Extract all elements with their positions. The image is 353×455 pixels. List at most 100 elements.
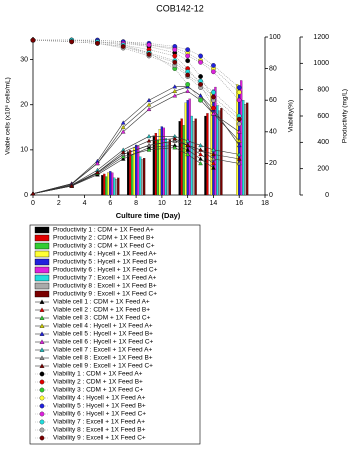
bar — [107, 172, 110, 196]
legend-swatch — [39, 315, 45, 320]
bar — [212, 89, 215, 196]
bar — [240, 80, 243, 196]
viable-cell-point — [146, 147, 152, 152]
viability-point — [198, 74, 203, 79]
x-tick-label: 6 — [108, 200, 112, 207]
y3-tick-label: 1200 — [313, 34, 329, 41]
x-tick-label: 10 — [158, 200, 166, 207]
viable-cell-point — [120, 156, 126, 161]
bar — [115, 179, 118, 196]
legend-swatch — [39, 331, 45, 336]
bar — [105, 176, 108, 196]
y2-tick-label: 20 — [269, 160, 277, 167]
viability-point — [236, 89, 242, 95]
legend-swatch — [39, 427, 45, 433]
viable-cell-point — [172, 138, 178, 143]
viable-cell-point — [236, 138, 242, 143]
legend-label: Viable cell 1 : CDM + 1X Feed A+ — [53, 299, 150, 306]
bar — [166, 142, 169, 196]
bar — [129, 150, 132, 196]
viability-point — [211, 69, 216, 75]
viability-point — [120, 44, 126, 49]
viable-cell-point — [198, 156, 203, 161]
legend-label: Productivity 5 : Hycell + 1X Feed B+ — [53, 259, 157, 266]
bar — [113, 177, 116, 196]
bar — [135, 144, 138, 196]
viability-point — [172, 59, 178, 65]
x-tick-label: 16 — [235, 200, 243, 207]
bar — [162, 127, 165, 196]
legend-label: Viability 2 : CDM + 1X Feed B+ — [53, 379, 143, 386]
legend-swatch — [39, 387, 45, 393]
legend-swatch — [39, 347, 45, 352]
viable-cell-point — [146, 102, 152, 107]
viable-cell-point — [236, 129, 242, 134]
viable-cell-point — [185, 152, 190, 157]
y-tick-label: 30 — [20, 56, 28, 63]
legend-label: Viable cell 6 : Hycell + 1X Feed C+ — [53, 339, 154, 346]
viable-cell-line — [32, 90, 240, 194]
viable-cell-point — [198, 147, 203, 152]
viable-cell-point — [211, 111, 216, 116]
legend-label: Viable cell 4 : Hycell + 1X Feed A+ — [53, 323, 153, 330]
viability-line — [32, 39, 240, 120]
legend-label: Viability 3 : CDM + 1X Feed C+ — [53, 387, 143, 394]
bar — [204, 115, 207, 196]
viable-cell-point — [211, 161, 216, 166]
viable-cell-point — [69, 183, 74, 188]
legend-swatch — [34, 282, 50, 290]
legend-swatch — [39, 339, 45, 344]
y2-tick-label: 80 — [269, 65, 277, 72]
y3-tick-label: 800 — [317, 87, 329, 94]
bar — [103, 173, 106, 196]
viability-point — [185, 72, 191, 78]
legend-swatch — [39, 379, 45, 385]
viable-cell-point — [146, 143, 152, 148]
bar — [180, 118, 183, 196]
legend-label: Viable cell 7 : Excell + 1X Feed A+ — [53, 347, 152, 354]
legend-swatch — [34, 226, 50, 234]
viable-cell-point — [120, 152, 126, 157]
x-tick-label: 12 — [184, 200, 192, 207]
bar — [109, 171, 112, 196]
viability-point — [185, 82, 191, 87]
bar — [131, 155, 134, 196]
legend-label: Productivity 8 : Excell + 1X Feed B+ — [53, 283, 157, 290]
legend-swatch — [34, 258, 50, 266]
viable-cell-point — [172, 84, 178, 89]
viability-point — [185, 58, 191, 64]
viable-cell-point — [211, 152, 216, 157]
viability-point — [146, 52, 152, 57]
viable-cell-point — [95, 170, 100, 175]
legend-label: Viability 1 : CDM + 1X Feed A+ — [53, 371, 143, 378]
bar — [154, 133, 157, 196]
legend-swatch — [39, 419, 45, 425]
viable-cell-point — [185, 88, 190, 93]
bar — [218, 110, 221, 196]
y-tick-label: 20 — [20, 102, 28, 109]
bar — [168, 139, 171, 196]
y-axis-label: Viable cells (x10⁶ cells/mL) — [5, 77, 12, 155]
y3-tick-label: 200 — [317, 166, 329, 173]
viable-cell-point — [120, 129, 126, 134]
viability-point — [211, 63, 216, 68]
viability-point — [211, 105, 216, 111]
legend-box — [29, 224, 201, 445]
bar — [101, 175, 104, 196]
y-tick-label: 10 — [20, 147, 28, 154]
legend-label: Viability 8 : Excell + 1X Feed B+ — [53, 427, 146, 434]
viability-point — [198, 59, 203, 65]
bar — [160, 126, 163, 196]
legend-label: Viability 4 : Hycell + 1X Feed A+ — [53, 395, 146, 402]
legend-label: Productivity 3 : CDM + 1X Feed C+ — [53, 243, 155, 250]
legend-swatch — [39, 299, 45, 304]
x-tick-label: 8 — [134, 200, 138, 207]
bar — [182, 125, 185, 196]
legend-swatch — [39, 395, 45, 401]
viability-line — [33, 39, 240, 117]
bar — [117, 177, 120, 196]
viability-line — [33, 39, 240, 93]
legend-swatch — [39, 307, 45, 312]
viable-cell-point — [198, 143, 203, 148]
legend-label: Productivity 1 : CDM + 1X Feed A+ — [53, 227, 154, 234]
